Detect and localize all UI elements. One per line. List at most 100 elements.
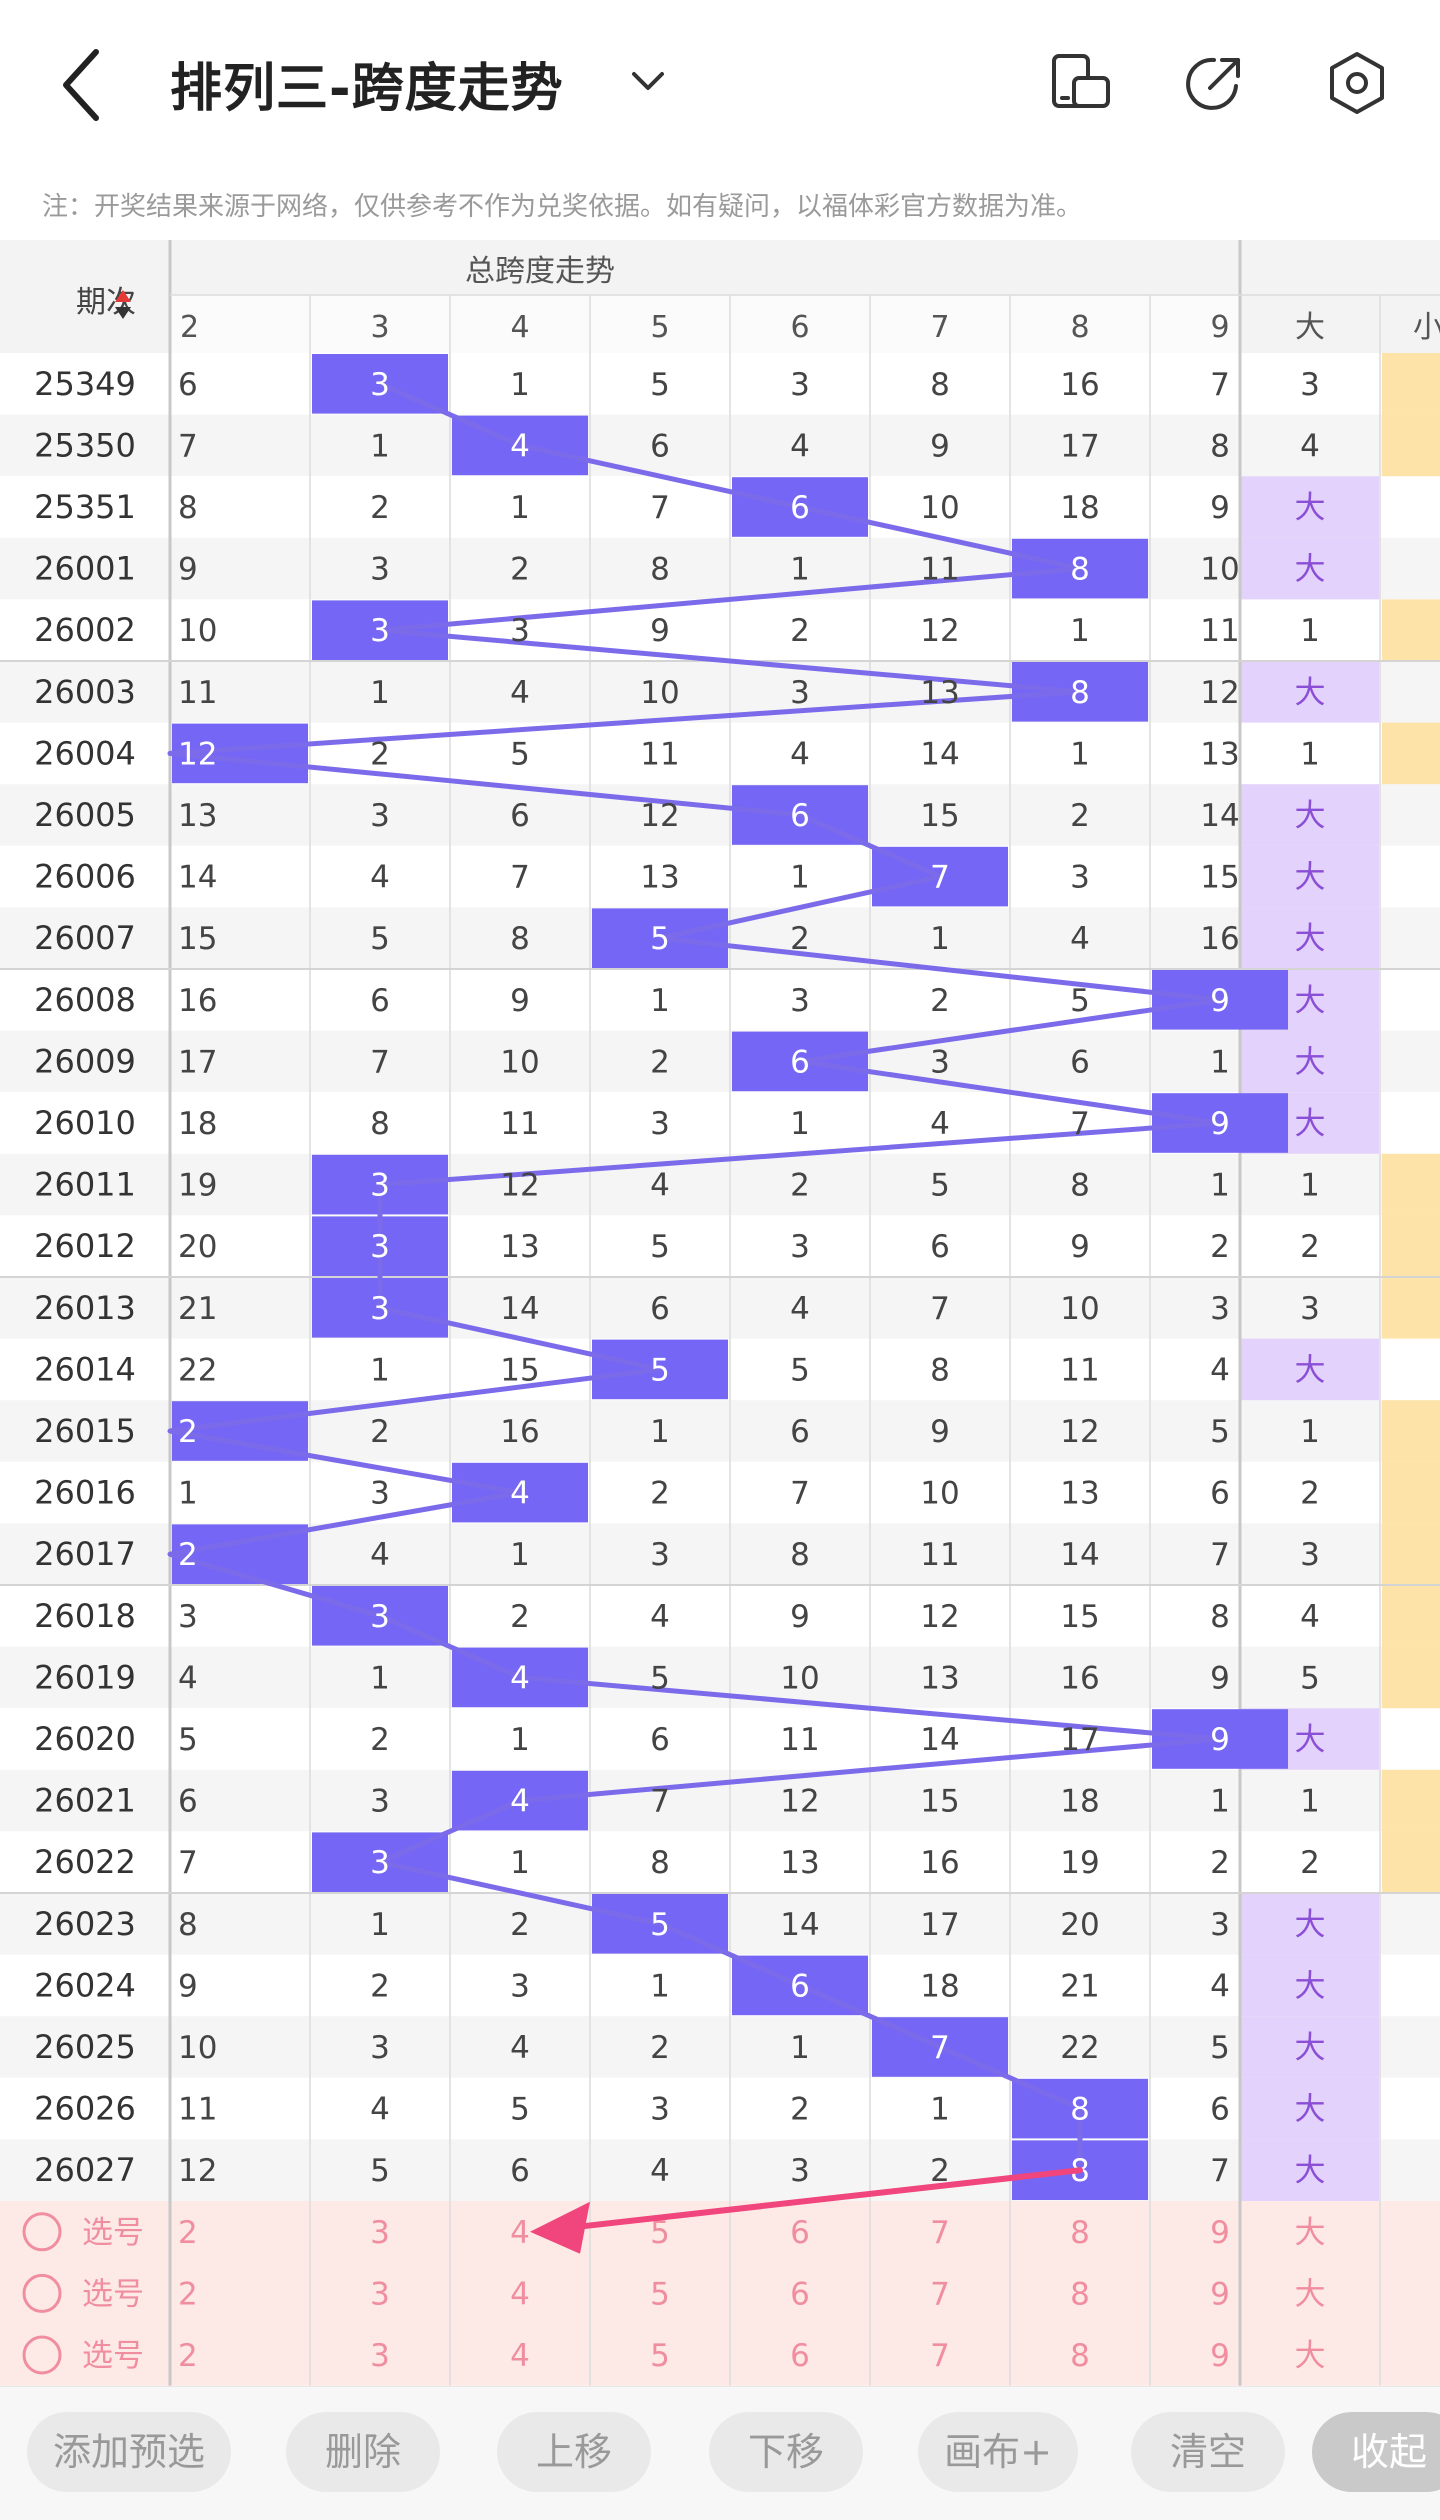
miss-value: 1 — [1210, 1044, 1230, 1080]
period-label: 26015 — [34, 1412, 136, 1450]
big-value: 大 — [1295, 1352, 1326, 1388]
select-value: 5 — [650, 2276, 670, 2312]
select-value: 3 — [370, 2276, 390, 2312]
miss-value: 10 — [178, 613, 217, 649]
hit-value: 8 — [1070, 552, 1090, 588]
period-label: 26002 — [34, 611, 136, 649]
miss-value: 9 — [1070, 1229, 1090, 1265]
miss-value: 14 — [780, 1907, 819, 1943]
miss-value: 4 — [790, 1291, 810, 1327]
collapse-button[interactable]: 收起 — [1312, 2412, 1440, 2492]
miss-value: 2 — [790, 613, 810, 649]
miss-value: 4 — [790, 736, 810, 772]
select-value: 2 — [178, 2276, 198, 2312]
miss-value: 17 — [920, 1907, 959, 1943]
settings-icon[interactable] — [1322, 48, 1392, 118]
clear-button[interactable]: 清空 — [1131, 2412, 1285, 2492]
miss-value: 9 — [930, 428, 950, 464]
miss-value: 2 — [930, 983, 950, 1019]
miss-value: 3 — [1210, 1907, 1230, 1943]
miss-value: 1 — [510, 1537, 530, 1573]
miss-value: 7 — [178, 428, 198, 464]
chevron-down-icon[interactable] — [626, 58, 670, 102]
big-value: 大 — [1295, 1907, 1326, 1943]
miss-value: 11 — [920, 552, 959, 588]
miss-value: 3 — [510, 613, 530, 649]
page-title[interactable]: 排列三-跨度走势 — [170, 59, 564, 119]
table-row — [0, 1585, 1440, 1647]
miss-value: 10 — [780, 1660, 819, 1696]
big-cell-bg — [1241, 476, 1379, 538]
column-header: 5 — [650, 310, 669, 345]
miss-value: 13 — [920, 675, 959, 711]
miss-value: 4 — [650, 2153, 670, 2189]
table-row — [0, 1461, 1440, 1524]
group-header: 总跨度走势 — [465, 254, 615, 289]
small-cell-bg — [1382, 353, 1440, 415]
period-label: 26005 — [34, 796, 136, 834]
miss-value: 10 — [920, 1476, 959, 1512]
hit-value: 4 — [510, 428, 530, 464]
miss-value: 12 — [178, 2153, 217, 2189]
big-value: 大 — [1295, 921, 1326, 957]
miss-value: 6 — [178, 1784, 198, 1820]
big-column-header: 大 — [1295, 310, 1325, 345]
miss-value: 7 — [370, 1044, 390, 1080]
period-label: 26009 — [34, 1042, 136, 1080]
miss-value: 17 — [1060, 1722, 1099, 1758]
miss-value: 3 — [510, 1968, 530, 2004]
miss-value: 2 — [790, 921, 810, 957]
hit-value: 3 — [370, 613, 390, 649]
bottom-toolbar: 添加预选 删除 上移 下移 画布+ 清空 收起 — [0, 2386, 1440, 2520]
select-value: 6 — [790, 2338, 810, 2374]
big-value: 大 — [1295, 1968, 1326, 2004]
miss-value: 3 — [370, 1784, 390, 1820]
miss-value: 13 — [780, 1845, 819, 1881]
small-cell-bg — [1382, 722, 1440, 785]
miss-value: 5 — [1210, 2030, 1230, 2066]
select-big-value: 大 — [1295, 2215, 1326, 2251]
big-value: 大 — [1295, 983, 1326, 1019]
table-row — [0, 1954, 1440, 2017]
miss-value: 15 — [1200, 860, 1239, 896]
select-value: 4 — [510, 2338, 530, 2374]
phone-landscape-icon[interactable] — [1046, 48, 1116, 118]
big-cell-bg — [1241, 1954, 1379, 2017]
miss-value: 12 — [780, 1784, 819, 1820]
add-preselect-button[interactable]: 添加预选 — [27, 2412, 231, 2492]
miss-value: 16 — [500, 1414, 539, 1450]
table-row — [0, 537, 1440, 600]
miss-value: 3 — [790, 675, 810, 711]
miss-value: 5 — [370, 921, 390, 957]
small-cell-bg — [1382, 1523, 1440, 1585]
miss-value: 1 — [790, 552, 810, 588]
miss-value: 8 — [370, 1106, 390, 1142]
miss-value: 14 — [1200, 798, 1239, 834]
move-up-button[interactable]: 上移 — [497, 2412, 651, 2492]
select-radio — [22, 2335, 62, 2375]
small-cell-bg — [1382, 414, 1440, 477]
canvas-plus-button[interactable]: 画布+ — [918, 2412, 1078, 2492]
miss-value: 5 — [650, 367, 670, 403]
move-down-button[interactable]: 下移 — [709, 2412, 863, 2492]
miss-value: 13 — [640, 860, 679, 896]
big-value: 1 — [1300, 736, 1320, 772]
column-header: 7 — [930, 310, 949, 345]
miss-value: 2 — [650, 2030, 670, 2066]
big-value: 1 — [1300, 1414, 1320, 1450]
table-row — [0, 2016, 1440, 2078]
hit-value: 6 — [790, 490, 810, 526]
miss-value: 16 — [920, 1845, 959, 1881]
miss-value: 1 — [650, 983, 670, 1019]
big-cell-bg — [1241, 1893, 1379, 1955]
miss-value: 1 — [510, 367, 530, 403]
period-label: 26019 — [34, 1658, 136, 1696]
period-label: 26025 — [34, 2028, 136, 2066]
column-header: 3 — [370, 310, 389, 345]
back-arrow-icon[interactable] — [52, 40, 112, 130]
share-icon[interactable] — [1180, 48, 1250, 118]
delete-button[interactable]: 删除 — [286, 2412, 440, 2492]
miss-value: 12 — [920, 613, 959, 649]
miss-value: 22 — [1060, 2030, 1099, 2066]
hit-value: 3 — [370, 1229, 390, 1265]
